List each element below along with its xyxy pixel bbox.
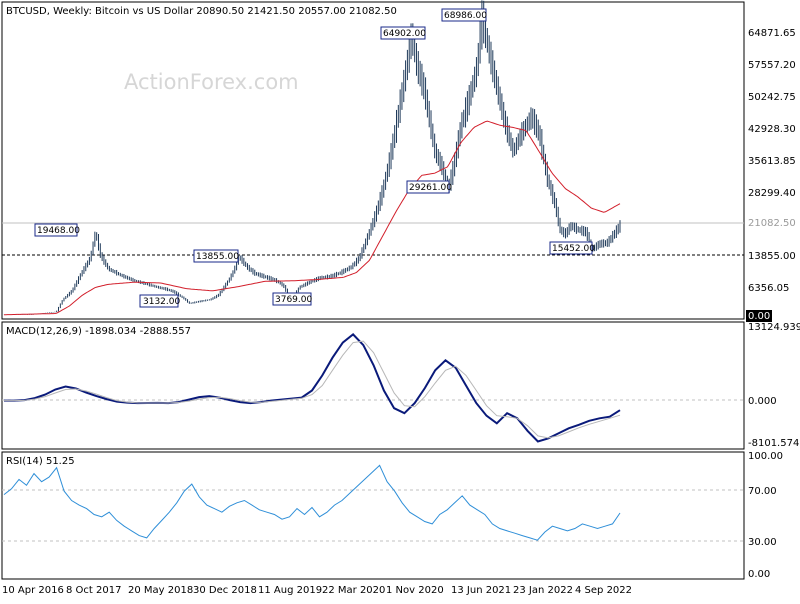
annotation-29261: 29261.00 (406, 180, 452, 194)
annotation-64902: 64902.00 (380, 26, 426, 40)
price-y-axis: 64871.65 57557.20 50242.75 42928.30 3561… (746, 28, 796, 322)
x-tick-label: 30 Dec 2018 (193, 585, 257, 596)
rsi-y-axis: 100.00 70.00 30.00 0.00 (748, 451, 783, 580)
macd-signal-line (4, 340, 621, 439)
rsi-y-tick: 70.00 (748, 486, 777, 497)
price-y-tick: 64871.65 (748, 28, 796, 39)
annotation-label: 3769.00 (275, 295, 312, 305)
price-header: BTCUSD, Weekly: Bitcoin vs US Dollar 208… (6, 6, 397, 17)
x-axis: 10 Apr 2016 8 Oct 2017 20 May 2018 30 De… (2, 585, 632, 596)
x-tick-label: 22 Mar 2020 (322, 585, 385, 596)
price-y-tick: 6356.05 (748, 283, 789, 294)
price-y-tick: 57557.20 (748, 60, 796, 71)
rsi-line (3, 464, 621, 541)
annotation-label: 13855.00 (196, 252, 239, 262)
macd-y-tick: -8101.574 (748, 438, 799, 449)
x-tick-label: 11 Aug 2019 (258, 585, 322, 596)
annotation-15452: 15452.00 (549, 241, 595, 255)
rsi-header: RSI(14) 51.25 (6, 456, 75, 467)
macd-y-axis: 13124.939 0.000 -8101.574 (748, 322, 800, 449)
annotation-label: 19468.00 (37, 226, 80, 236)
annotation-19468: 19468.00 (34, 223, 80, 237)
last-price-label: 21082.50 (748, 218, 796, 229)
x-tick-label: 1 Nov 2020 (386, 585, 444, 596)
rsi-y-tick: 0.00 (748, 569, 770, 580)
x-tick-label: 13 Jun 2021 (451, 585, 511, 596)
zero-price-tag (746, 310, 772, 322)
rsi-y-tick: 100.00 (748, 451, 783, 462)
annotation-label: 15452.00 (552, 244, 595, 254)
annotation-label: 29261.00 (409, 183, 452, 193)
macd-panel-frame (1, 321, 745, 450)
price-y-tick: 35613.85 (748, 156, 796, 167)
price-y-tick: 0.00 (748, 311, 770, 322)
watermark: ActionForex.com (124, 70, 299, 94)
x-tick-label: 8 Oct 2017 (66, 585, 121, 596)
x-tick-label: 4 Sep 2022 (575, 585, 632, 596)
price-y-tick: 42928.30 (748, 124, 796, 135)
support-level-label: 13855.00 (748, 251, 796, 262)
price-panel-frame (1, 1, 745, 320)
last-price-tag (746, 217, 796, 229)
rsi-panel-frame (1, 451, 745, 580)
macd-header: MACD(12,26,9) -1898.034 -2888.557 (6, 326, 191, 337)
x-tick-label: 10 Apr 2016 (2, 585, 64, 596)
price-y-tick: 28299.40 (748, 188, 796, 199)
macd-y-tick: 0.000 (748, 396, 777, 407)
annotation-label: 64902.00 (383, 29, 426, 39)
annotation-13855: 13855.00 (193, 249, 239, 263)
annotation-label: 3132.00 (143, 297, 180, 307)
x-tick-label: 23 Jan 2022 (513, 585, 573, 596)
rsi-y-tick: 30.00 (748, 537, 777, 548)
moving-average-line (4, 120, 621, 316)
annotation-label: 68986.00 (444, 11, 487, 21)
x-tick-label: 20 May 2018 (128, 585, 193, 596)
price-y-tick: 50242.75 (748, 92, 796, 103)
annotation-3769: 3769.00 (272, 292, 312, 306)
macd-y-tick: 13124.939 (748, 322, 800, 333)
annotation-3132: 3132.00 (139, 294, 180, 308)
annotation-68986: 68986.00 (441, 8, 487, 22)
